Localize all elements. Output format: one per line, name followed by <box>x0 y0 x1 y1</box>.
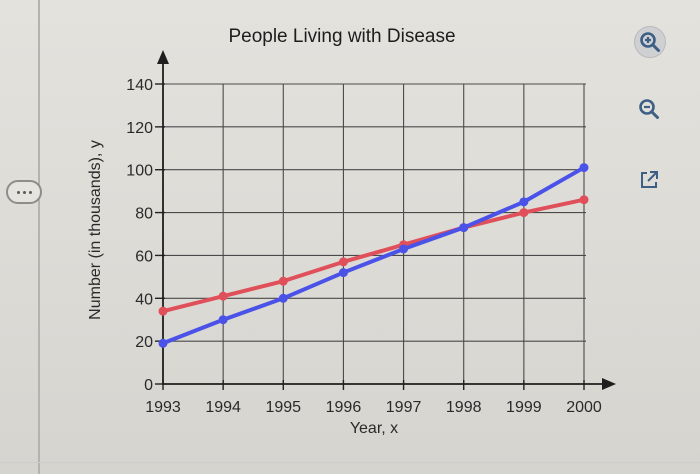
data-point-blue[interactable] <box>278 293 288 303</box>
zoom-out-icon <box>639 99 659 119</box>
zoom-in-icon <box>640 32 660 52</box>
x-tick-label: 1998 <box>446 399 482 416</box>
y-tick-label: 140 <box>126 77 153 94</box>
panel-divider <box>38 0 40 474</box>
handle-dot <box>22 190 26 194</box>
y-tick-label: 60 <box>135 248 153 265</box>
data-point-blue[interactable] <box>519 197 529 207</box>
data-point-blue[interactable] <box>579 163 589 173</box>
x-tick-label: 1994 <box>205 399 241 416</box>
y-axis-arrow <box>157 50 169 64</box>
x-tick-label: 1995 <box>265 399 301 416</box>
y-tick-label: 0 <box>144 377 153 394</box>
axes: 0 20 40 60 80 100 120 140 1993 1994 1995 1996 1997 19… <box>126 50 616 416</box>
y-tick-label: 80 <box>135 206 153 223</box>
data-point-blue[interactable] <box>459 223 469 233</box>
popout-button[interactable] <box>634 165 664 195</box>
data-point-blue[interactable] <box>218 315 228 325</box>
x-tick-label: 1996 <box>326 399 362 416</box>
data-point-red[interactable] <box>218 291 228 301</box>
panel-bottom-border <box>0 462 700 463</box>
x-axis-arrow <box>602 378 616 390</box>
x-tick-label: 2000 <box>566 399 602 416</box>
data-point-red[interactable] <box>158 306 168 316</box>
popout-icon <box>641 171 658 188</box>
y-tick-label: 20 <box>135 334 153 351</box>
handle-dot <box>16 190 20 194</box>
zoom-in-button[interactable] <box>634 26 666 58</box>
series-line-red <box>161 197 586 314</box>
data-point-red[interactable] <box>579 195 589 205</box>
data-point-red[interactable] <box>338 257 348 267</box>
data-point-blue[interactable] <box>338 268 348 278</box>
x-tick-label: 1997 <box>386 399 422 416</box>
series-group <box>158 163 589 348</box>
data-point-red[interactable] <box>519 208 529 218</box>
x-axis-label: Year, x <box>350 420 398 437</box>
data-point-red[interactable] <box>278 276 288 286</box>
y-tick-label: 40 <box>135 291 153 308</box>
y-axis-label: Number (in thousands), y <box>87 140 104 320</box>
x-tick-label: 1993 <box>145 399 181 416</box>
grid <box>163 83 586 384</box>
y-tick-label: 120 <box>126 120 153 137</box>
x-tick-label: 1999 <box>506 399 542 416</box>
y-tick-label: 100 <box>126 163 153 180</box>
data-point-blue[interactable] <box>158 338 168 348</box>
data-point-blue[interactable] <box>399 244 409 254</box>
handle-dot <box>28 190 32 194</box>
drag-handle[interactable] <box>6 180 42 204</box>
series-line-blue <box>161 165 586 346</box>
chart-title: People Living with Disease <box>228 26 455 47</box>
zoom-out-button[interactable] <box>634 94 664 124</box>
